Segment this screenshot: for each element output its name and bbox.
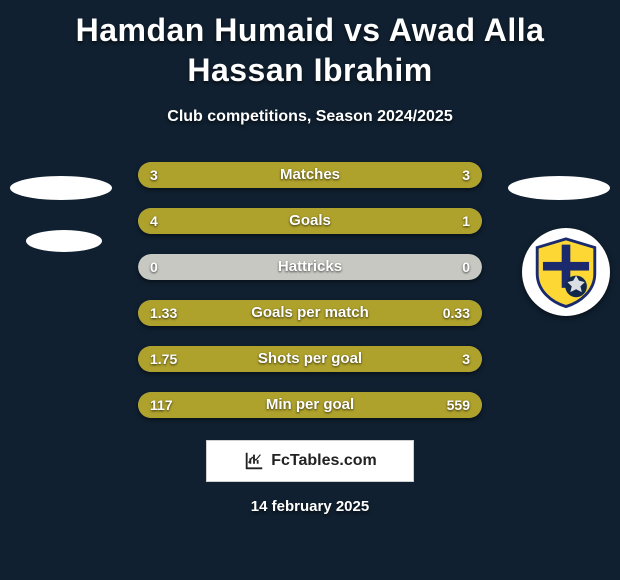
stat-bar-right (310, 162, 482, 188)
page-title: Hamdan Humaid vs Awad Alla Hassan Ibrahi… (0, 0, 620, 90)
stat-row: 117559Min per goal (138, 392, 482, 418)
stat-value-left: 1.75 (150, 346, 177, 372)
watermark-label: FcTables.com (271, 452, 377, 470)
stat-value-right: 0.33 (443, 300, 470, 326)
player-left-placeholder-2 (26, 230, 102, 252)
player-right-placeholder-1 (508, 176, 610, 200)
stat-bar-left (138, 300, 413, 326)
chart-icon (243, 450, 265, 472)
stat-value-right: 3 (462, 162, 470, 188)
stat-value-right: 0 (462, 254, 470, 280)
club-badge-right (522, 228, 610, 316)
subtitle: Club competitions, Season 2024/2025 (0, 108, 620, 126)
stat-bar-left (138, 162, 310, 188)
stat-bar-bg (138, 254, 482, 280)
stat-bar-right (413, 208, 482, 234)
stat-value-right: 3 (462, 346, 470, 372)
watermark: FcTables.com (206, 440, 414, 482)
stat-row: 1.330.33Goals per match (138, 300, 482, 326)
stat-bar-right (196, 392, 482, 418)
stat-value-left: 3 (150, 162, 158, 188)
player-left-placeholder-1 (10, 176, 112, 200)
stats-list: 33Matches41Goals00Hattricks1.330.33Goals… (138, 162, 482, 418)
stat-row: 1.753Shots per goal (138, 346, 482, 372)
stat-value-right: 559 (447, 392, 470, 418)
stat-value-right: 1 (462, 208, 470, 234)
stat-value-left: 117 (150, 392, 173, 418)
stat-bar-right (265, 346, 482, 372)
stat-value-left: 0 (150, 254, 158, 280)
stat-value-left: 1.33 (150, 300, 177, 326)
stat-row: 33Matches (138, 162, 482, 188)
stat-value-left: 4 (150, 208, 158, 234)
stat-row: 41Goals (138, 208, 482, 234)
generated-date: 14 february 2025 (0, 498, 620, 515)
stat-bar-left (138, 208, 413, 234)
stat-row: 00Hattricks (138, 254, 482, 280)
club-crest-icon (530, 236, 602, 308)
